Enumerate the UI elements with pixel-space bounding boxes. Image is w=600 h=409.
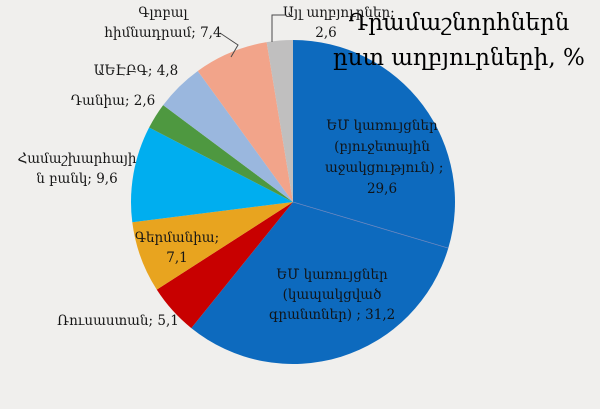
leader-line-global-fund	[219, 32, 239, 58]
pie-slices	[131, 40, 455, 365]
slice-label-world-bank: Համաշխարհայի ն բանկ; 9,6	[17, 151, 137, 187]
slice-label-eu-budget-support: ԵՄ կառույցներ (բյուջետային աջակցություն) ;…	[325, 118, 444, 197]
slice-label-aeebg: ԱԵԷԲԳ; 4,8	[93, 63, 179, 79]
pie-slice-1	[191, 202, 449, 365]
slice-label-germany: Գերմանիա; 7,1	[134, 230, 220, 266]
pie-slice-4	[131, 127, 293, 223]
chart-title: Դրամաշնորհներն ըստ աղբյուրների, %	[333, 10, 585, 71]
pie-slice-0	[293, 40, 455, 249]
pie-slice-5	[149, 105, 293, 202]
slice-label-denmark: Դանիա; 2,6	[70, 93, 156, 109]
pie-slice-7	[197, 42, 293, 202]
slice-label-other-sources: Այլ աղբյուրներ; 2,6	[283, 5, 395, 41]
slice-divider-line	[292, 201, 449, 249]
pie-slice-3	[132, 202, 293, 290]
slice-label-global-fund: Գլոբալ հիմնադրամ; 7,4	[104, 5, 222, 41]
pie-slice-2	[156, 202, 293, 329]
slice-label-eu-tied-grants: ԵՄ կառույցներ (կապակցված գրանտներ) ; 31,2	[269, 267, 396, 323]
leader-line-other-sources	[271, 14, 285, 42]
slice-label-russia: Ռուսաստան; 5,1	[57, 313, 179, 329]
pie-slice-6	[163, 70, 293, 202]
pie-slice-8	[266, 40, 293, 202]
